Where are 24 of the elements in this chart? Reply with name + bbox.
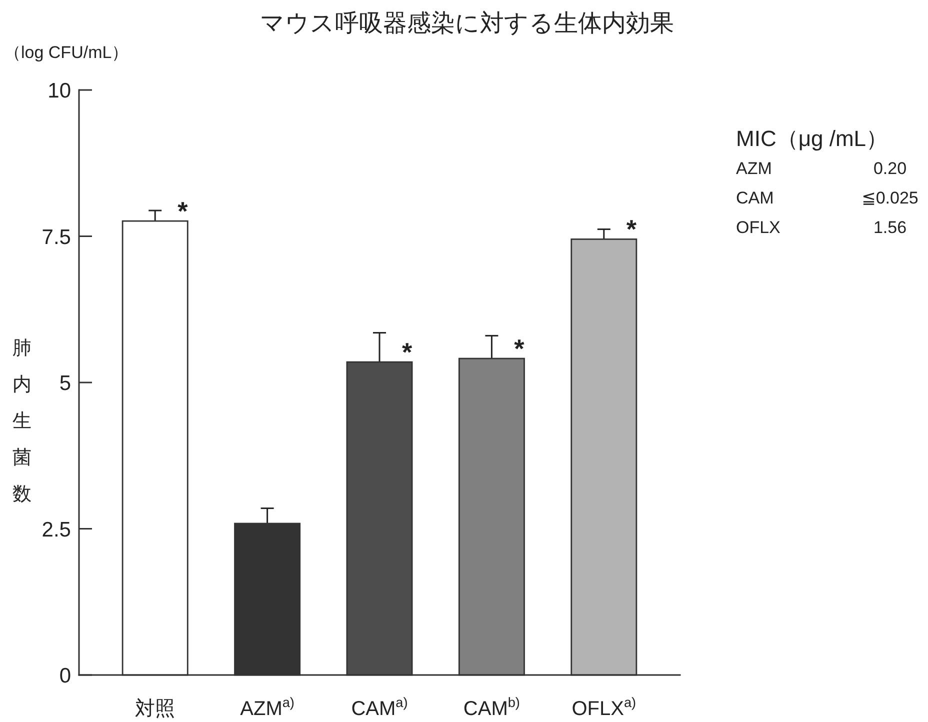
- text: OFLX: [736, 218, 780, 237]
- x-tick-label: CAM$^{b)}$: [463, 695, 520, 720]
- y-axis-title: 肺内生菌数: [12, 338, 32, 505]
- y-tick-label: 5: [59, 372, 71, 395]
- y-tick-label: 7.5: [42, 226, 71, 249]
- annotation: *: [402, 337, 413, 368]
- y-tick-label: 2.5: [42, 518, 71, 542]
- x-tick-label: 対照: [135, 698, 176, 720]
- x-tick-label: OFLX$^{a)}$: [572, 695, 636, 720]
- text: （log CFU/mL）: [4, 43, 129, 62]
- text: CAM: [736, 188, 774, 208]
- annotation: *: [514, 334, 526, 364]
- chart-title: マウス呼吸器感染に対する生体内効果: [260, 10, 674, 37]
- text: 1.56: [873, 218, 907, 237]
- text: AZM: [736, 159, 772, 178]
- y-tick-label: 10: [48, 80, 71, 102]
- x-tick-label: CAM$^{a)}$: [351, 695, 408, 720]
- y-tick-label: 0: [59, 664, 71, 688]
- x-tick-label: AZM$^{a)}$: [240, 695, 294, 720]
- annotation: *: [178, 196, 189, 226]
- text: ≦0.025: [862, 188, 918, 208]
- annotation: *: [626, 214, 638, 244]
- text: MIC（μg /mL）: [736, 126, 888, 151]
- text: 0.20: [873, 159, 907, 178]
